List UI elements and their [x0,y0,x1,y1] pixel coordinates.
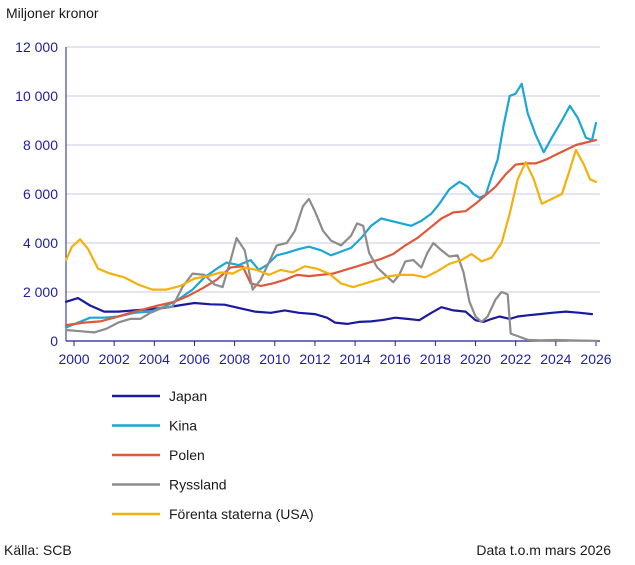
x-tick-label: 2020 [460,351,491,367]
legend-label: Förenta staterna (USA) [169,506,314,522]
y-tick-label: 10 000 [15,88,58,104]
y-tick-label: 12 000 [15,39,58,55]
legend-label: Japan [169,388,207,404]
x-tick-label: 2026 [580,351,611,367]
series-line-polen [64,139,598,327]
x-tick-label: 2002 [99,351,130,367]
y-tick-label: 4 000 [23,235,58,251]
y-axis-unit-label: Miljoner kronor [6,5,99,21]
series-line-förenta-staterna-usa [64,148,598,291]
x-tick-label: 2016 [380,351,411,367]
x-tick-label: 2000 [58,351,89,367]
x-tick-label: 2004 [139,351,170,367]
x-tick-labels: 2000 2002 2004 2006 2008 2010 2012 2014 2016 2018… [58,351,611,367]
x-tick-label: 2014 [340,351,371,367]
y-tick-label: 2 000 [23,284,58,300]
series-line-ryssland [64,197,598,342]
legend: Japan Kina Polen Ryssland Förenta staterna (… [112,388,314,522]
x-tick-label: 2024 [540,351,571,367]
axes [65,47,600,346]
legend-label: Polen [169,447,205,463]
x-tick-label: 2006 [179,351,210,367]
y-tick-label: 0 [50,333,58,349]
series-lines [64,82,598,342]
legend-label: Ryssland [169,477,227,493]
x-tick-label: 2022 [500,351,531,367]
x-tick-label: 2010 [259,351,290,367]
series-line-kina [64,82,598,329]
data-date-note: Data t.o.m mars 2026 [476,542,611,558]
x-tick-label: 2018 [420,351,451,367]
y-tick-label: 6 000 [23,186,58,202]
y-tick-label: 8 000 [23,137,58,153]
x-tick-label: 2012 [299,351,330,367]
legend-label: Kina [169,418,197,434]
y-tick-labels: 0 2 000 4 000 6 000 8 000 10 000 12 000 [15,39,58,349]
source-note: Källa: SCB [4,542,72,558]
x-tick-label: 2008 [219,351,250,367]
